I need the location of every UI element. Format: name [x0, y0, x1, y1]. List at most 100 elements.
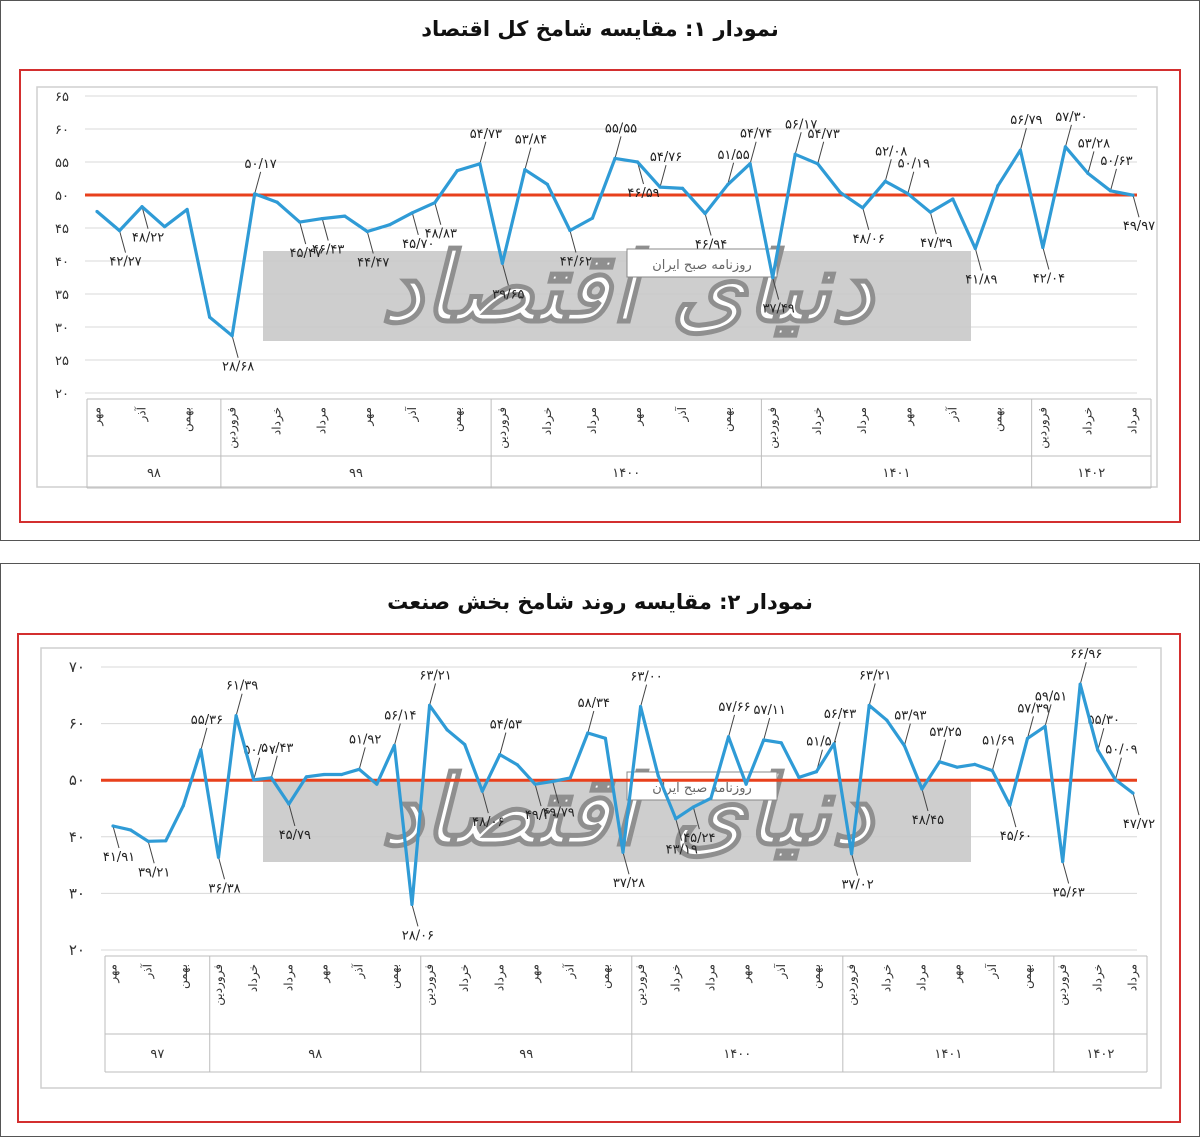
- data-point: [568, 228, 572, 233]
- data-label: ۴۷/۷۲: [1123, 817, 1155, 832]
- data-label-leader: [640, 684, 648, 707]
- y-tick-label: ۶۰: [69, 715, 85, 733]
- data-label-leader: [991, 748, 999, 771]
- x-month-label: مرداد: [1126, 407, 1141, 434]
- data-label: ۵۱/۶۹: [982, 734, 1014, 749]
- x-month-label: مرداد: [281, 964, 296, 991]
- data-label: ۵۰/۱۹: [898, 157, 930, 172]
- data-label-leader: [675, 818, 683, 841]
- data-point: [928, 210, 932, 214]
- data-point: [793, 152, 797, 156]
- data-point: [658, 185, 662, 189]
- x-month-label: مهر: [739, 964, 754, 984]
- data-label-leader: [499, 732, 507, 755]
- data-label-leader: [1132, 792, 1140, 816]
- data-label-leader: [112, 825, 120, 849]
- data-label: ۴۸/۸۳: [425, 227, 457, 242]
- data-label-leader: [587, 710, 595, 734]
- data-label: ۴۶/۴۳: [312, 243, 344, 258]
- data-point: [375, 782, 379, 786]
- data-label: ۴۹/۹۷: [1123, 219, 1155, 234]
- x-month-label: خرداد: [457, 964, 472, 992]
- data-label: ۴۴/۴۷: [357, 255, 389, 270]
- data-label: ۵۹/۵۱: [1035, 689, 1067, 704]
- data-label-leader: [728, 714, 735, 737]
- data-point: [392, 743, 396, 748]
- data-label-leader: [321, 218, 329, 241]
- data-label-leader: [288, 803, 296, 827]
- chart-panel-1: نمودار ۱: مقایسه شامخ کل اقتصاد ۲۰ ۲۵ ۳۰ ۳۵…: [0, 0, 1200, 541]
- data-point: [613, 156, 617, 160]
- data-label: ۵۴/۵۳: [490, 718, 522, 733]
- data-label: ۴۵/۷۹: [279, 828, 311, 843]
- data-point: [515, 763, 520, 767]
- data-label: ۴۷/۳۹: [920, 236, 952, 251]
- y-tick-label: ۶۵: [55, 90, 69, 105]
- data-point: [771, 275, 775, 280]
- data-point: [955, 765, 959, 769]
- data-label: ۵۴/۷۴: [740, 127, 772, 142]
- x-year-label: ۹۸: [147, 466, 161, 481]
- x-month-label: فروردین: [211, 964, 226, 1006]
- data-label-leader: [794, 132, 802, 155]
- x-month-label: بهمن: [176, 964, 191, 989]
- x-month-label: مهر: [528, 964, 543, 984]
- x-month-label: مهر: [90, 407, 105, 427]
- data-label: ۵۷/۳۹: [1017, 701, 1049, 716]
- data-label: ۴۸/۰۶: [472, 815, 504, 830]
- data-point: [568, 776, 572, 780]
- data-point: [973, 246, 977, 251]
- data-label: ۵۰/۴۳: [261, 741, 293, 756]
- y-tick-label: ۳۵: [55, 288, 69, 303]
- data-label: ۴۱/۹۱: [103, 850, 135, 865]
- watermark-subtitle: روزنامه صبح ایران: [652, 781, 752, 796]
- data-point: [216, 855, 221, 859]
- data-point: [498, 752, 502, 757]
- data-label-leader: [692, 807, 700, 830]
- data-label-leader: [614, 136, 622, 159]
- x-month-label: فروردین: [765, 407, 780, 449]
- data-point: [320, 216, 324, 221]
- data-label: ۶۶/۹۶: [1070, 647, 1102, 662]
- data-label-leader: [1009, 804, 1017, 828]
- data-label-leader: [704, 213, 712, 236]
- data-point: [603, 736, 608, 740]
- data-label: ۵۳/۸۴: [515, 133, 547, 148]
- data-label: ۵۶/۱۷: [785, 117, 817, 132]
- data-point: [343, 214, 347, 218]
- data-label: ۳۷/۲۸: [613, 876, 645, 891]
- x-month-label: مرداد: [914, 964, 929, 991]
- x-month-label: مهر: [360, 407, 375, 427]
- data-point: [140, 205, 144, 209]
- data-point: [298, 220, 302, 224]
- data-label: ۵۶/۷۹: [1010, 113, 1042, 128]
- data-label-leader: [534, 784, 542, 807]
- data-point: [357, 767, 361, 771]
- data-label-leader: [1062, 861, 1070, 884]
- data-point: [208, 315, 212, 319]
- x-month-label: بهمن: [450, 407, 465, 432]
- x-year-label: ۱۴۰۲: [1077, 466, 1105, 481]
- data-point: [621, 850, 625, 854]
- data-label: ۵۳/۲۸: [1078, 136, 1110, 151]
- data-label: ۶۳/۰۰: [630, 670, 662, 685]
- data-point: [1131, 791, 1135, 795]
- data-point: [463, 742, 467, 747]
- data-label-leader: [501, 263, 509, 286]
- data-point: [322, 772, 326, 777]
- plot-area-border: [40, 647, 1162, 1089]
- x-month-label: فروردین: [422, 964, 437, 1006]
- data-label: ۵۳/۹۳: [894, 709, 926, 724]
- data-label-leader: [817, 141, 825, 164]
- data-point: [1131, 193, 1135, 197]
- y-tick-label: ۷۰: [69, 658, 85, 676]
- data-point: [478, 162, 482, 166]
- data-label: ۵۳/۲۵: [929, 725, 961, 740]
- data-label-leader: [270, 755, 278, 778]
- data-point: [410, 902, 414, 906]
- x-year-label: ۱۴۰۰: [723, 1047, 751, 1062]
- data-label: ۵۵/۳۰: [1088, 713, 1120, 728]
- data-label-leader: [862, 207, 870, 230]
- data-label-leader: [119, 230, 127, 253]
- data-point: [199, 748, 203, 752]
